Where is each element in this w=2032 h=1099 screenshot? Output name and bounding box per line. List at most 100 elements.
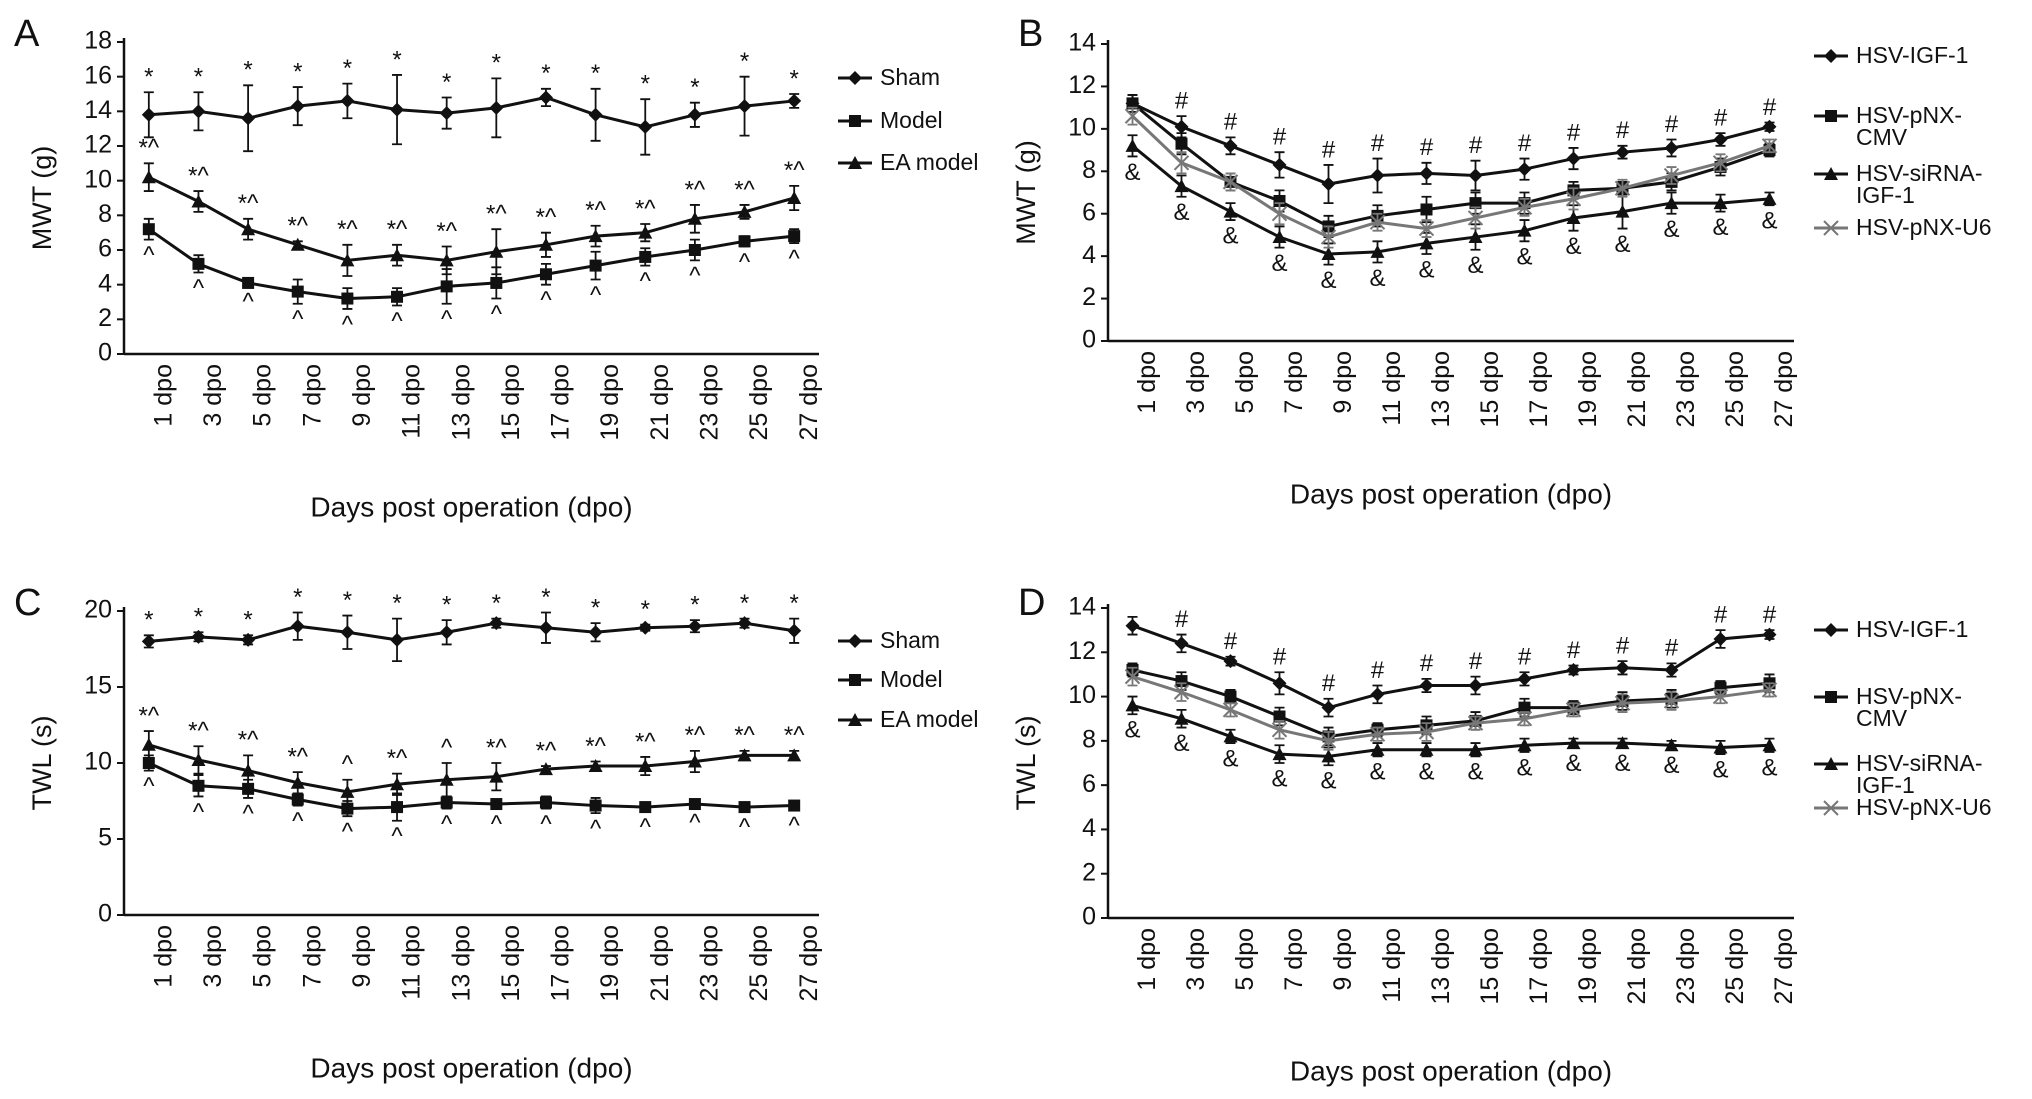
marker: [1663, 167, 1680, 184]
series: *^ *^ *^ *^ *^ *^ *^ *^ *^ *^ *^ *^ *^ *^: [139, 135, 805, 277]
series-line: [1131, 115, 1770, 239]
point-label: ^: [590, 816, 602, 843]
legend-label: HSV-pNX-U6: [1856, 216, 1992, 240]
point-label: #: [1175, 87, 1189, 114]
marker: [1566, 736, 1581, 750]
legend-label: HSV-IGF-1: [1856, 44, 1969, 68]
point-label: #: [1616, 632, 1630, 659]
point-label: *^: [585, 197, 606, 224]
marker: [1615, 145, 1630, 160]
marker: [1517, 738, 1532, 752]
y-axis-title: TWL (s): [1011, 716, 1041, 811]
point-label: ^: [143, 242, 155, 269]
marker: [489, 244, 504, 258]
marker: [1222, 702, 1239, 718]
point-label: *: [293, 584, 302, 611]
marker: [390, 777, 405, 791]
x-tick-label: 19 dpo: [1574, 928, 1602, 1004]
legend-label: HSV-siRNA-IGF-1: [1856, 162, 1983, 208]
point-label: *^: [635, 195, 656, 222]
point-label: &: [1516, 244, 1532, 271]
point-label: ^: [193, 799, 205, 826]
marker: [1272, 676, 1287, 691]
point-label: #: [1665, 111, 1679, 138]
point-label: #: [1273, 644, 1287, 671]
marker: [1272, 230, 1287, 244]
x-tick-label: 11 dpo: [398, 364, 426, 439]
point-label: #: [1175, 606, 1189, 633]
x-tick-label: 13 dpo: [447, 364, 475, 440]
point-label: #: [1322, 670, 1336, 697]
point-label: ^: [590, 282, 602, 309]
legend-entry: HSV-IGF-1: [1856, 44, 1969, 68]
marker: [390, 102, 405, 117]
point-label: #: [1469, 648, 1483, 675]
x-axis-title: Days post operation (dpo): [1290, 478, 1612, 509]
x-tick-label: 5 dpo: [1231, 928, 1259, 991]
marker: [1418, 724, 1435, 740]
x-tick-label: 15 dpo: [497, 925, 525, 1001]
x-tick-label: 7 dpo: [298, 925, 326, 988]
marker: [538, 90, 553, 105]
point-label: &: [1173, 199, 1189, 226]
y-tick-label: 4: [1082, 814, 1096, 842]
y-tick-label: 6: [98, 235, 112, 263]
point-label: &: [1124, 159, 1140, 186]
marker: [340, 253, 355, 267]
point-label: *: [144, 64, 153, 91]
y-tick-label: 18: [84, 27, 112, 55]
point-label: &: [1467, 252, 1483, 279]
marker: [1565, 702, 1582, 718]
point-label: *^: [238, 727, 259, 754]
point-label: *: [243, 607, 252, 634]
legend-entry: Model: [880, 109, 943, 132]
x-tick-label: 21 dpo: [646, 925, 674, 1001]
marker: [1222, 174, 1239, 190]
marker: [439, 772, 454, 786]
x-tick-label: 13 dpo: [1427, 351, 1455, 427]
point-label: ^: [391, 823, 403, 850]
marker: [1664, 140, 1679, 155]
x-tick-label: 5 dpo: [1231, 351, 1259, 414]
point-label: *^: [685, 722, 706, 749]
marker: [142, 223, 155, 236]
legend-label: HSV-pNX-CMV: [1856, 104, 1963, 150]
marker: [141, 737, 156, 751]
marker: [737, 99, 752, 114]
point-label: *: [591, 60, 600, 87]
marker: [440, 796, 453, 809]
series: [1124, 666, 1778, 751]
y-tick-label: 0: [1082, 326, 1096, 354]
point-label: &: [1565, 750, 1581, 777]
point-label: #: [1371, 130, 1385, 157]
y-tick-label: 8: [98, 200, 112, 228]
y-axis-title: MWT (g): [27, 146, 57, 250]
x-tick-label: 5 dpo: [249, 364, 277, 427]
series-line: [1131, 102, 1770, 186]
marker: [589, 259, 602, 272]
point-label: ^: [689, 263, 701, 290]
marker: [638, 119, 653, 134]
marker: [1419, 742, 1434, 756]
y-tick-label: 10: [84, 748, 112, 776]
legend-label: EA model: [880, 151, 979, 175]
marker: [191, 752, 206, 766]
marker: [1566, 663, 1581, 677]
x-tick-label: 19 dpo: [1574, 351, 1602, 427]
marker: [1469, 197, 1482, 210]
marker: [1320, 733, 1337, 749]
marker: [1518, 701, 1531, 714]
point-label: *: [492, 50, 501, 77]
series: [1124, 106, 1778, 249]
x-tick-label: 1 dpo: [149, 364, 177, 427]
point-label: ^: [441, 734, 453, 761]
marker: [141, 107, 156, 122]
point-label: &: [1369, 759, 1385, 786]
point-label: ^: [441, 306, 453, 333]
point-label: &: [1271, 765, 1287, 792]
y-tick-label: 14: [84, 96, 112, 124]
x-tick-label: 15 dpo: [1476, 928, 1504, 1004]
point-label: *^: [139, 702, 160, 729]
point-label: *^: [536, 204, 557, 231]
point-label: *: [343, 587, 352, 614]
